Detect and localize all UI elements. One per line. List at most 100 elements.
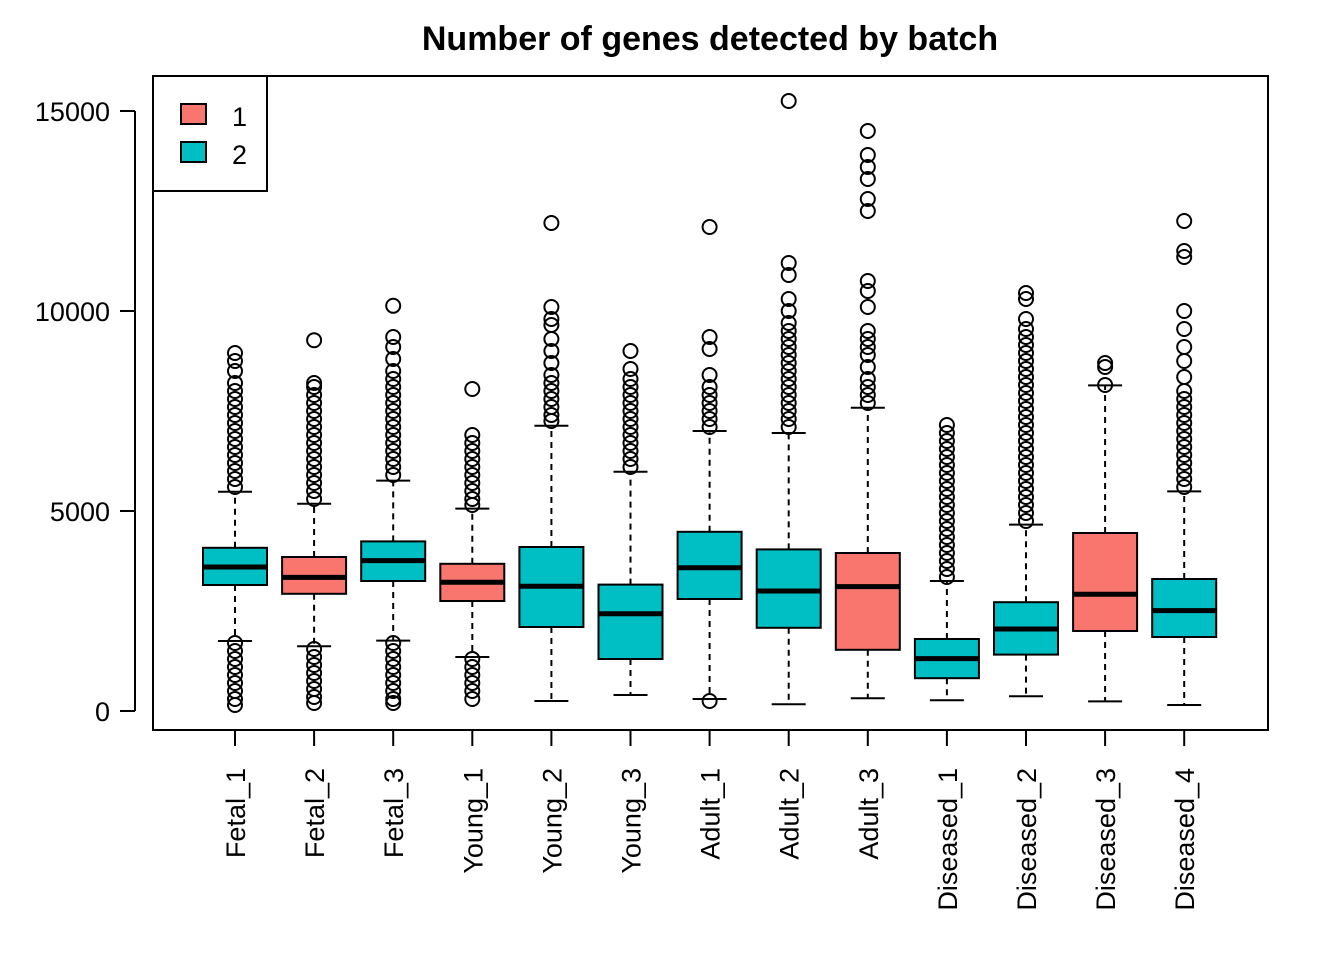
x-tick-label: Young_1 (458, 768, 488, 874)
outlier-point (543, 299, 560, 315)
outlier-point (701, 411, 718, 427)
outlier-point (780, 355, 797, 371)
outlier-point (1176, 407, 1193, 423)
outlier-point (385, 691, 402, 707)
outlier-point (938, 513, 955, 529)
outlier-point (464, 667, 481, 683)
outlier-point (938, 505, 955, 521)
outlier-point (859, 331, 876, 347)
outlier-point (464, 443, 481, 459)
outlier-point (1176, 249, 1193, 265)
outlier-point (938, 465, 955, 481)
outlier-point (306, 657, 323, 673)
outlier-point (1176, 479, 1193, 495)
outlier-point (780, 255, 797, 271)
outlier-point (227, 635, 243, 651)
outlier-point (1018, 457, 1034, 473)
box-Diseased_2 (993, 285, 1059, 698)
outlier-point (464, 675, 481, 691)
outlier-point (859, 347, 876, 363)
outlier-point (385, 403, 402, 419)
outlier-point (464, 651, 481, 667)
outlier-point (306, 395, 323, 411)
outlier-point (385, 363, 402, 379)
outlier-point (227, 675, 243, 691)
outlier-point (859, 339, 876, 355)
outlier-point (1018, 433, 1034, 449)
x-axis: Fetal_1 Fetal_2 Fetal_3 Young_1 Young_2 Young… (221, 729, 1200, 911)
box-iqr (1072, 532, 1139, 632)
outlier-point (1018, 441, 1034, 457)
outlier-point (385, 371, 402, 387)
outlier-point (1018, 497, 1034, 513)
outlier-point (306, 375, 323, 391)
outlier-point (227, 463, 243, 479)
outlier-point (1018, 409, 1034, 425)
outlier-point (464, 467, 481, 483)
outlier-point (227, 399, 243, 415)
outlier-point (227, 667, 243, 683)
outlier-point (306, 665, 323, 681)
chart-title: Number of genes detected by batch (422, 20, 998, 58)
y-tick-label: 0 (95, 697, 110, 727)
outlier-point (780, 339, 797, 355)
box-Young_1 (439, 381, 506, 707)
x-tick-label: Diseased_4 (1170, 768, 1200, 911)
outlier-point (385, 297, 402, 314)
outlier-point (306, 491, 323, 507)
outlier-point (385, 351, 402, 367)
outlier-point (780, 395, 797, 411)
box-Diseased_1 (913, 417, 980, 702)
outlier-point (306, 443, 323, 459)
x-tick-label: Diseased_2 (1012, 768, 1042, 911)
outlier-point (385, 451, 402, 467)
outlier-point (385, 659, 402, 675)
outlier-point (622, 451, 639, 467)
outlier-point (1018, 385, 1034, 401)
outlier-point (464, 659, 481, 675)
outlier-point (385, 643, 402, 659)
outlier-point (701, 219, 718, 235)
outlier-point (1176, 431, 1193, 447)
outlier-point (385, 411, 402, 427)
outlier-point (464, 435, 481, 451)
outlier-point (385, 329, 402, 345)
outlier-point (385, 435, 402, 451)
outlier-point (1176, 303, 1193, 319)
outlier-point (306, 641, 323, 657)
outlier-point (385, 635, 402, 651)
y-tick-label: 10000 (35, 297, 110, 327)
outlier-point (859, 359, 876, 375)
outlier-point (780, 331, 797, 347)
outlier-point (859, 283, 876, 299)
x-tick-label: Adult_2 (775, 768, 805, 860)
outlier-point (622, 459, 639, 475)
legend-swatch (180, 141, 207, 163)
outlier-point (780, 387, 797, 403)
outlier-point (543, 383, 560, 399)
box-Young_2 (518, 215, 585, 702)
outlier-point (385, 339, 402, 355)
outlier-point (1176, 391, 1193, 407)
outlier-point (780, 291, 797, 307)
legend-label: 1 (232, 102, 247, 132)
outlier-point (543, 343, 560, 359)
outlier-point (1176, 463, 1193, 479)
outlier-point (938, 545, 955, 561)
legend-label: 2 (232, 140, 247, 170)
outlier-point (385, 427, 402, 443)
outlier-point (385, 387, 402, 403)
box-Young_3 (597, 343, 664, 696)
outlier-point (1018, 321, 1034, 337)
box-iqr (597, 583, 664, 660)
outlier-point (1176, 321, 1193, 337)
box-Fetal_1 (202, 345, 268, 713)
outlier-point (227, 423, 243, 439)
outlier-point (385, 443, 402, 459)
outlier-point (1176, 369, 1193, 385)
legend-box (152, 75, 268, 192)
outlier-point (938, 489, 955, 505)
outlier-point (938, 569, 955, 585)
outlier-point (622, 361, 639, 377)
